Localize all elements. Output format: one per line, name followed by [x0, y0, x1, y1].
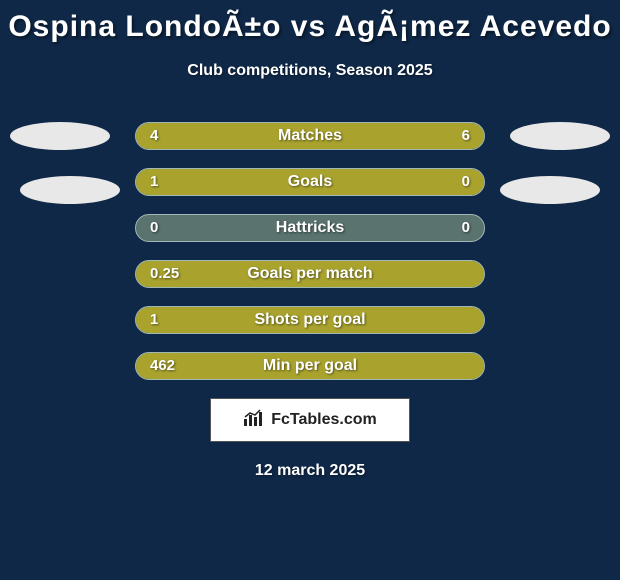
chart-logo-icon [243, 409, 265, 432]
player-ellipse-2 [510, 122, 610, 150]
value-left: 1 [150, 306, 158, 334]
subtitle: Club competitions, Season 2025 [0, 62, 620, 80]
stat-row: 0.25 Goals per match [0, 260, 620, 288]
value-left: 0 [150, 214, 158, 242]
logo-text: FcTables.com [271, 411, 377, 429]
player-ellipse-3 [500, 176, 600, 204]
value-right: 0 [462, 214, 470, 242]
value-left: 1 [150, 168, 158, 196]
player-ellipse-0 [10, 122, 110, 150]
bar-left [136, 169, 400, 195]
stat-label: Shots per goal [254, 306, 365, 334]
stat-label: Hattricks [276, 214, 344, 242]
stat-row: 0 0 Hattricks [0, 214, 620, 242]
date-label: 12 march 2025 [0, 462, 620, 480]
chart-area: 4 6 Matches 1 0 Goals 0 0 Hattricks 0.25 Goals per… [0, 122, 620, 380]
stat-label: Matches [278, 122, 342, 150]
bar-right [400, 169, 484, 195]
stat-row: 462 Min per goal [0, 352, 620, 380]
page-title: Ospina LondoÃ±o vs AgÃ¡mez Acevedo [0, 0, 620, 44]
value-right: 0 [462, 168, 470, 196]
value-left: 0.25 [150, 260, 179, 288]
stat-label: Min per goal [263, 352, 357, 380]
player-ellipse-1 [20, 176, 120, 204]
comparison-card: Ospina LondoÃ±o vs AgÃ¡mez Acevedo Club … [0, 0, 620, 580]
value-right: 6 [462, 122, 470, 150]
stat-row: 1 Shots per goal [0, 306, 620, 334]
value-left: 4 [150, 122, 158, 150]
stat-label: Goals per match [247, 260, 372, 288]
logo-box[interactable]: FcTables.com [210, 398, 410, 442]
value-left: 462 [150, 352, 175, 380]
stat-label: Goals [288, 168, 332, 196]
